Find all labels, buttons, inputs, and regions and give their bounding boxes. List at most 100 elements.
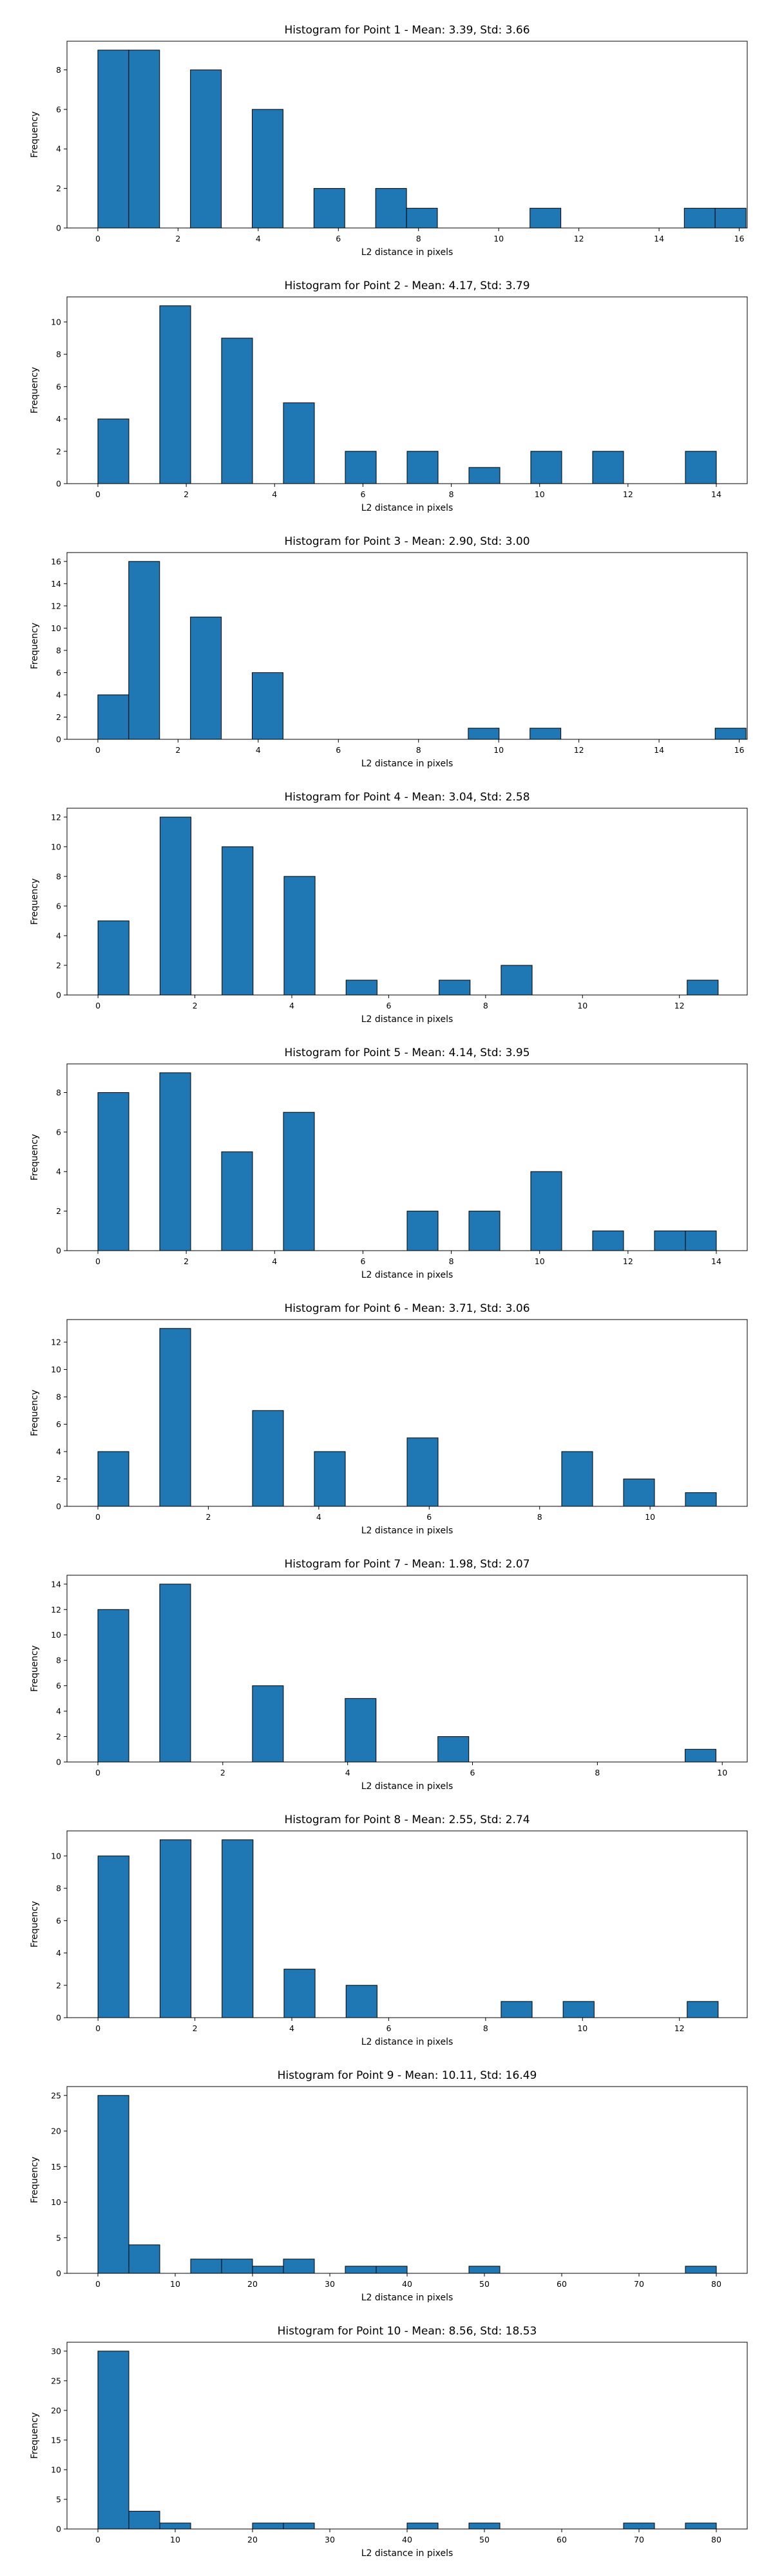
histogram-panel-10: Histogram for Point 10 - Mean: 8.56, Std… bbox=[30, 2325, 748, 2559]
histogram-panel-3: Histogram for Point 3 - Mean: 2.90, Std:… bbox=[30, 535, 748, 769]
x-tick-label: 16 bbox=[734, 234, 745, 243]
histogram-bar bbox=[97, 1451, 129, 1507]
histogram-bar bbox=[97, 1855, 129, 2018]
chart-title: Histogram for Point 8 - Mean: 2.55, Std:… bbox=[284, 1814, 530, 1826]
y-axis-label: Frequency bbox=[30, 878, 40, 925]
histogram-bar bbox=[97, 2351, 129, 2530]
histogram-bar bbox=[439, 980, 471, 996]
histogram-bar bbox=[128, 50, 160, 229]
x-axis-label: L2 distance in pixels bbox=[361, 2293, 453, 2303]
y-tick-label: 10 bbox=[51, 1630, 61, 1640]
histogram-bar bbox=[97, 1609, 129, 1763]
y-axis-label: Frequency bbox=[30, 367, 40, 413]
histogram-bar bbox=[252, 1685, 284, 1763]
plot-frame bbox=[66, 2086, 748, 2274]
histogram-bar bbox=[468, 467, 501, 484]
histogram-bar bbox=[406, 1437, 439, 1507]
histogram-bar bbox=[97, 1092, 129, 1251]
y-tick-label: 14 bbox=[51, 1579, 61, 1589]
histogram-panel-2: Histogram for Point 2 - Mean: 4.17, Std:… bbox=[30, 279, 748, 513]
x-tick-label: 30 bbox=[325, 2279, 335, 2289]
histogram-bar bbox=[592, 1230, 624, 1251]
plot-frame bbox=[66, 1319, 748, 1507]
y-tick-label: 2 bbox=[56, 1474, 61, 1484]
y-axis-label: Frequency bbox=[30, 1134, 40, 1180]
histogram-bar bbox=[501, 2001, 533, 2018]
x-tick-label: 8 bbox=[483, 1001, 488, 1010]
histogram-bar bbox=[190, 2259, 222, 2274]
chart-title: Histogram for Point 7 - Mean: 1.98, Std:… bbox=[284, 1558, 530, 1571]
x-tick-label: 14 bbox=[654, 745, 664, 755]
histogram-panel-6: Histogram for Point 6 - Mean: 3.71, Std:… bbox=[30, 1302, 748, 1536]
histogram-bar bbox=[221, 1151, 253, 1251]
y-tick-label: 8 bbox=[56, 1392, 61, 1402]
y-axis-label: Frequency bbox=[30, 1390, 40, 1436]
y-tick-label: 5 bbox=[56, 2494, 61, 2504]
x-tick-label: 70 bbox=[634, 2535, 644, 2544]
x-axis-label: L2 distance in pixels bbox=[361, 503, 453, 513]
histogram-bar bbox=[561, 1451, 593, 1507]
y-axis-label: Frequency bbox=[30, 2157, 40, 2203]
histogram-bar bbox=[313, 188, 345, 229]
histogram-bar bbox=[128, 2510, 160, 2530]
x-tick-label: 2 bbox=[184, 489, 189, 499]
x-tick-label: 30 bbox=[325, 2535, 335, 2544]
x-tick-label: 6 bbox=[336, 745, 341, 755]
plot-frame bbox=[66, 1830, 748, 2018]
y-tick-label: 2 bbox=[56, 184, 61, 193]
x-tick-label: 8 bbox=[537, 1512, 542, 1522]
y-axis-label: Frequency bbox=[30, 1645, 40, 1692]
x-axis-label: L2 distance in pixels bbox=[361, 1270, 453, 1280]
x-tick-label: 2 bbox=[220, 1768, 225, 1777]
histogram-bar bbox=[97, 419, 129, 484]
histogram-bar bbox=[406, 207, 438, 229]
histogram-bar bbox=[685, 1230, 717, 1251]
y-tick-label: 8 bbox=[56, 1088, 61, 1097]
histogram-bar bbox=[530, 728, 562, 740]
x-tick-label: 6 bbox=[386, 1001, 391, 1010]
x-tick-label: 8 bbox=[416, 745, 421, 755]
histogram-bar bbox=[97, 2095, 129, 2274]
x-tick-label: 4 bbox=[272, 489, 277, 499]
x-tick-label: 10 bbox=[577, 2023, 587, 2033]
histogram-panel-5: Histogram for Point 5 - Mean: 4.14, Std:… bbox=[30, 1046, 748, 1280]
histogram-bar bbox=[97, 50, 129, 229]
y-tick-label: 10 bbox=[51, 2465, 61, 2474]
histogram-bar bbox=[251, 109, 283, 229]
histogram-bar bbox=[345, 1698, 377, 1763]
plot-frame bbox=[66, 2342, 748, 2530]
histogram-bar bbox=[683, 207, 716, 229]
y-tick-label: 4 bbox=[56, 1167, 61, 1177]
x-tick-label: 20 bbox=[247, 2535, 258, 2544]
x-tick-label: 40 bbox=[402, 2279, 412, 2289]
x-tick-label: 60 bbox=[557, 2535, 567, 2544]
y-tick-label: 4 bbox=[56, 1707, 61, 1716]
histogram-panel-1: Histogram for Point 1 - Mean: 3.39, Std:… bbox=[30, 24, 748, 258]
x-tick-label: 2 bbox=[193, 1001, 198, 1010]
x-tick-label: 10 bbox=[717, 1768, 727, 1777]
histogram-panel-4: Histogram for Point 4 - Mean: 3.04, Std:… bbox=[30, 791, 748, 1025]
histogram-bar bbox=[190, 69, 222, 229]
y-tick-label: 4 bbox=[56, 144, 61, 154]
y-tick-label: 2 bbox=[56, 1732, 61, 1741]
x-tick-label: 10 bbox=[493, 234, 504, 243]
y-tick-label: 6 bbox=[56, 901, 61, 911]
y-tick-label: 30 bbox=[51, 2346, 61, 2356]
x-tick-label: 12 bbox=[574, 745, 584, 755]
y-tick-label: 6 bbox=[56, 1419, 61, 1429]
x-tick-label: 80 bbox=[711, 2535, 721, 2544]
y-tick-label: 0 bbox=[56, 479, 61, 489]
x-tick-label: 6 bbox=[360, 1256, 365, 1266]
histogram-bar bbox=[406, 1211, 439, 1251]
histogram-bar bbox=[159, 1839, 192, 2018]
y-tick-label: 5 bbox=[56, 2233, 61, 2242]
histogram-bar bbox=[97, 694, 129, 740]
histogram-bar bbox=[345, 451, 377, 484]
histogram-bar bbox=[406, 2523, 439, 2530]
y-tick-label: 0 bbox=[56, 223, 61, 233]
x-tick-label: 8 bbox=[483, 2023, 488, 2033]
y-tick-label: 6 bbox=[56, 382, 61, 392]
histogram-bar bbox=[687, 980, 719, 996]
histogram-bar bbox=[221, 2259, 253, 2274]
x-tick-label: 10 bbox=[493, 745, 504, 755]
